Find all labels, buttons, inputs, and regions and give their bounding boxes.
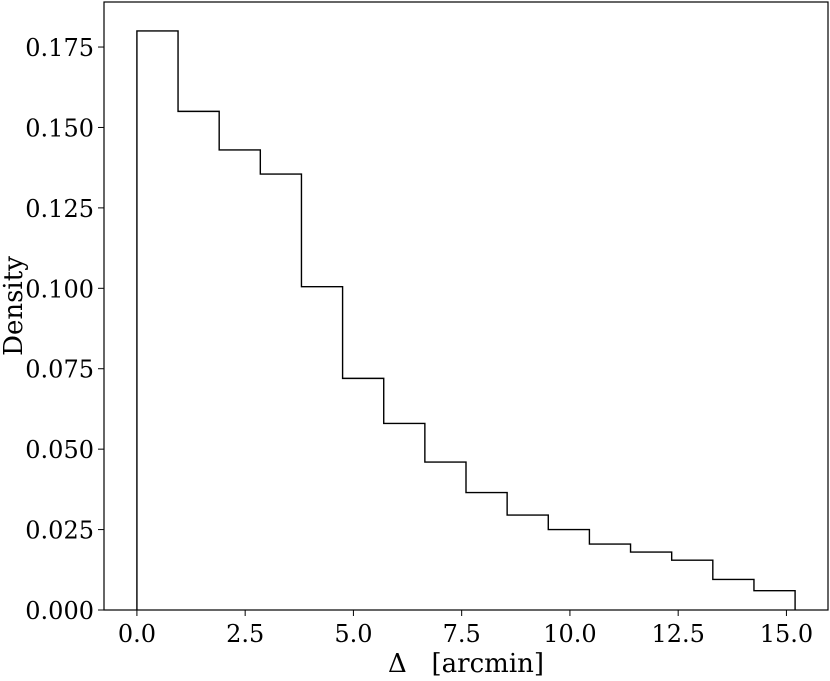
y-tick-label: 0.175 (25, 34, 94, 62)
x-tick-label: 12.5 (651, 620, 704, 648)
plot-frame (103, 1, 829, 611)
x-tick-label: 2.5 (226, 620, 264, 648)
y-tick-label: 0.000 (25, 597, 94, 625)
y-axis-ticks: 0.000 0.025 0.050 0.075 0.100 0.125 0.150 0.175 (25, 34, 104, 625)
x-tick-label: 15.0 (760, 620, 813, 648)
y-tick-label: 0.050 (25, 436, 94, 464)
x-axis-title: Δ [arcmin] (388, 649, 544, 679)
x-tick-label: 0.0 (118, 620, 156, 648)
y-tick-label: 0.075 (25, 356, 94, 384)
y-tick-label: 0.100 (25, 275, 94, 303)
x-axis-ticks: 0.0 2.5 5.0 7.5 10.0 12.5 15.0 (118, 610, 813, 648)
x-tick-label: 7.5 (443, 620, 481, 648)
y-axis-title: Density (0, 256, 29, 356)
y-tick-label: 0.150 (25, 114, 94, 142)
y-tick-label: 0.125 (25, 195, 94, 223)
y-tick-label: 0.025 (25, 517, 94, 545)
histogram-step-line (136, 30, 796, 610)
x-tick-label: 10.0 (543, 620, 596, 648)
x-tick-label: 5.0 (334, 620, 372, 648)
